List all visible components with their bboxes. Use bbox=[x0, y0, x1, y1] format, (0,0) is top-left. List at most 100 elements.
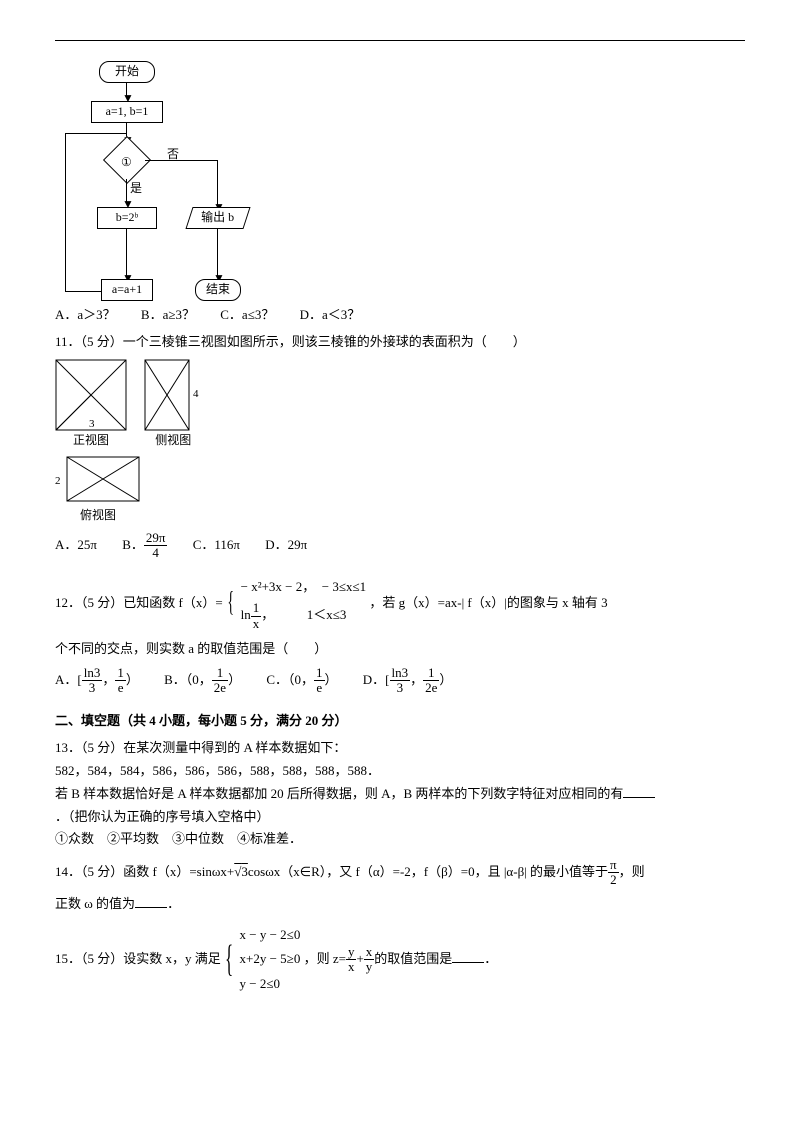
q11-b-num: 29π bbox=[144, 531, 168, 546]
q12-B-rd: 2e bbox=[212, 681, 228, 695]
q12-c2-tail: ， bbox=[261, 607, 274, 622]
q11-opt-b: B．29π4 bbox=[122, 531, 167, 561]
q10-opt-a: A．a＞3？ bbox=[55, 305, 116, 326]
q12-D-ld: 3 bbox=[390, 681, 411, 695]
flowchart: 开始 ▼ a=1, b=1 ▼ ① 否 是 ▼ ▼ b=2ᵇ 输出 b bbox=[55, 61, 285, 301]
q11-opt-a-text: 25π bbox=[77, 537, 97, 552]
q13-l3a: 若 B 样本数据恰好是 A 样本数据都加 20 后所得数据，则 A，B 两样本的… bbox=[55, 786, 623, 801]
q15-d: ． bbox=[484, 951, 497, 966]
q12-line1: 12．（5 分）已知函数 f（x）= { − x²+3x − 2， − 3≤x≤… bbox=[55, 575, 745, 633]
q10-opt-b-text: a≥3？ bbox=[163, 307, 195, 322]
q14-line2: 正数 ω 的值为． bbox=[55, 894, 745, 915]
loop-line-h-bot bbox=[65, 291, 101, 292]
q12-D-rd: 2e bbox=[423, 681, 439, 695]
q12-opt-b: B．（0，12e） bbox=[164, 666, 241, 696]
q14-a: 14．（5 分）函数 f（x）=sinωx+ bbox=[55, 864, 234, 879]
q15-b: ，则 z= bbox=[304, 951, 346, 966]
q11-opt-c-text: 116π bbox=[214, 537, 240, 552]
dim-d: 2 bbox=[55, 475, 61, 487]
front-view: 3 正视图 bbox=[55, 359, 127, 450]
flow-start-label: 开始 bbox=[115, 62, 139, 81]
side-view-svg: 4 bbox=[144, 359, 202, 431]
flow-output: 输出 b bbox=[185, 207, 250, 229]
q11-stem: 11．（5 分）一个三棱锥三视图如图所示，则该三棱锥的外接球的表面积为（ ） bbox=[55, 332, 745, 353]
flow-init-label: a=1, b=1 bbox=[106, 102, 149, 121]
q10-opt-c-text: a≤3？ bbox=[242, 307, 274, 322]
q15-c3: y − 2≤0 bbox=[240, 972, 301, 997]
q12-A-rd: e bbox=[115, 681, 126, 695]
q12-case2-ln: ln bbox=[241, 607, 251, 622]
q12-D-ln: ln3 bbox=[390, 666, 411, 681]
top-view: 2 俯视图 bbox=[55, 456, 141, 525]
q12-case1-expr: − x²+3x − 2， bbox=[241, 579, 316, 594]
q12-case1: − x²+3x − 2， − 3≤x≤1 bbox=[241, 575, 367, 600]
decision-no-label: 否 bbox=[167, 145, 179, 164]
brace-icon: { bbox=[227, 581, 234, 626]
q14-root: √3 bbox=[234, 864, 248, 879]
q15: 15．（5 分）设实数 x，y 满足 { x − y − 2≤0 x+2y − … bbox=[55, 923, 745, 997]
q12-c2-den: x bbox=[251, 617, 262, 631]
dim-h: 4 bbox=[193, 388, 199, 400]
q15-cases: x − y − 2≤0 x+2y − 5≥0 y − 2≤0 bbox=[234, 923, 301, 997]
page-top-rule bbox=[55, 40, 745, 41]
q14-fd: 2 bbox=[608, 873, 619, 887]
q12-case2-cond: 1＜x≤3 bbox=[307, 607, 347, 622]
q14-c: ，则 bbox=[619, 864, 645, 879]
q12-cases: − x²+3x − 2， − 3≤x≤1 ln1x， 1＜x≤3 bbox=[235, 575, 367, 633]
front-view-label: 正视图 bbox=[55, 431, 127, 450]
q11-opt-c: C．116π bbox=[193, 535, 240, 556]
top-view-label: 俯视图 bbox=[55, 506, 141, 525]
q10-options: A．a＞3？ B．a≥3？ C．a≤3？ D．a＜3？ bbox=[55, 305, 745, 326]
q11-options: A．25π B．29π4 C．116π D．29π bbox=[55, 531, 745, 561]
q12-opt-d: D．[ln33，12e） bbox=[363, 666, 453, 696]
q14-blank bbox=[135, 894, 167, 907]
q12-D-rn: 1 bbox=[423, 666, 439, 681]
q13-l3: 若 B 样本数据恰好是 A 样本数据都加 20 后所得数据，则 A，B 两样本的… bbox=[55, 784, 745, 805]
q12-A-ld: 3 bbox=[82, 681, 103, 695]
loop-line-v bbox=[65, 133, 66, 291]
q13-l3b: ．（把你认为正确的序号填入空格中） bbox=[55, 807, 745, 828]
q12-case2: ln1x， 1＜x≤3 bbox=[241, 599, 367, 633]
q13-l2: 582，584，584，586，586，586，588，588，588，588． bbox=[55, 761, 745, 782]
q11-b-den: 4 bbox=[144, 546, 168, 560]
q10-opt-d-text: a＜3？ bbox=[322, 307, 360, 322]
q15-z2n: x bbox=[364, 945, 375, 960]
q12-opt-c: C．（0，1e） bbox=[266, 666, 337, 696]
q14-b: cosωx（x∈R），又 f（α）=-2，f（β）=0，且 |α-β| 的最小值… bbox=[248, 864, 608, 879]
q11-opt-d-text: 29π bbox=[288, 537, 308, 552]
flow-init: a=1, b=1 bbox=[91, 101, 163, 123]
section2-header: 二、填空题（共 4 小题，每小题 5 分，满分 20 分） bbox=[55, 711, 745, 732]
q11-opt-d: D．29π bbox=[265, 535, 307, 556]
flow-inc-label: a=a+1 bbox=[112, 280, 142, 299]
q15-z1n: y bbox=[346, 945, 357, 960]
q13-l4: ①众数 ②平均数 ③中位数 ④标准差． bbox=[55, 829, 745, 850]
q12-case1-cond: − 3≤x≤1 bbox=[322, 579, 366, 594]
q12-A-ln: ln3 bbox=[82, 666, 103, 681]
flow-output-label: 输出 b bbox=[201, 208, 234, 227]
flow-end-label: 结束 bbox=[206, 280, 230, 299]
flow-start: 开始 bbox=[99, 61, 155, 83]
q14-fn: π bbox=[608, 858, 619, 873]
q14-d: 正数 ω 的值为 bbox=[55, 896, 135, 911]
dim-w: 3 bbox=[89, 418, 95, 430]
q12-stem-b: ，若 g（x）=ax-| f（x）|的图象与 x 轴有 3 bbox=[369, 595, 607, 610]
q12-stem-a: 12．（5 分）已知函数 f（x）= bbox=[55, 595, 223, 610]
q10-opt-c: C．a≤3？ bbox=[220, 305, 274, 326]
q15-blank bbox=[452, 949, 484, 962]
q15-c2: x+2y − 5≥0 bbox=[240, 947, 301, 972]
flow-decision-label: ① bbox=[121, 153, 132, 172]
q11-opt-a: A．25π bbox=[55, 535, 97, 556]
q15-z1d: x bbox=[346, 960, 357, 974]
q15-c: 的取值范围是 bbox=[374, 951, 452, 966]
q15-plus: + bbox=[356, 951, 363, 966]
q13-l1: 13．（5 分）在某次测量中得到的 A 样本数据如下： bbox=[55, 738, 745, 759]
q15-c1: x − y − 2≤0 bbox=[240, 923, 301, 948]
q12-B-rn: 1 bbox=[212, 666, 228, 681]
loop-line-h-top bbox=[65, 133, 126, 134]
three-views: 3 正视图 4 侧视图 bbox=[55, 359, 745, 450]
q12-C-rd: e bbox=[314, 681, 325, 695]
top-view-row: 2 俯视图 bbox=[55, 456, 745, 525]
q10-opt-a-text: a＞3？ bbox=[77, 307, 115, 322]
q12-C-rn: 1 bbox=[314, 666, 325, 681]
q15-z2d: y bbox=[364, 960, 375, 974]
